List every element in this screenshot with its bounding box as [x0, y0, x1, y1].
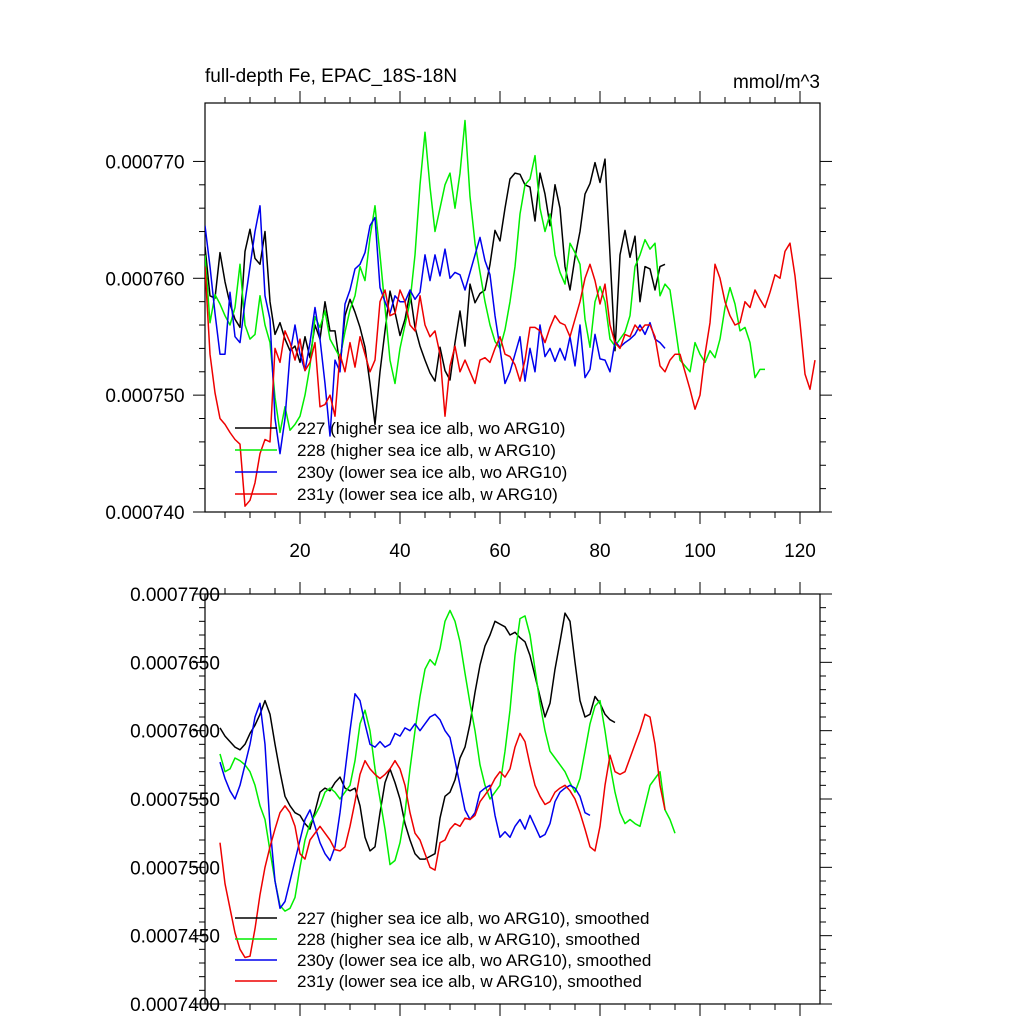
- legend: 227 (higher sea ice alb, wo ARG10), smoo…: [235, 909, 651, 991]
- x-tick-label: 20: [289, 541, 310, 562]
- series-group: [205, 119, 816, 507]
- x-tick-label: 60: [489, 541, 510, 562]
- y-tick-label: 0.000740: [105, 503, 184, 524]
- x-tick-label: 40: [389, 541, 410, 562]
- x-tick-label: 100: [684, 541, 716, 562]
- legend-label: 230y (lower sea ice alb, wo ARG10), smoo…: [297, 951, 651, 970]
- legend-label: 231y (lower sea ice alb, w ARG10), smoot…: [297, 972, 642, 991]
- series-line-228: [219, 609, 676, 912]
- chart-panel-2: 0.0007400 0.0007450 0.0007500 0.0007550 0.00…: [130, 582, 832, 1016]
- chart-panel-1: 20 40 60 80 100 120 0.000740 0.000750 0.000760 0.…: [105, 66, 832, 562]
- chart-title: full-depth Fe, EPAC_18S-18N: [205, 66, 457, 87]
- x-tick-label: 80: [589, 541, 610, 562]
- legend-label: 228 (higher sea ice alb, w ARG10), smoot…: [297, 930, 640, 949]
- series-line-230y: [205, 205, 666, 455]
- series-group: [219, 609, 676, 959]
- legend-label: 227 (higher sea ice alb, wo ARG10): [297, 419, 565, 438]
- plot-frame: [204, 102, 821, 513]
- legend-label: 228 (higher sea ice alb, w ARG10): [297, 441, 556, 460]
- series-line-228: [205, 119, 765, 434]
- legend-label: 227 (higher sea ice alb, wo ARG10), smoo…: [297, 909, 649, 928]
- legend-label: 231y (lower sea ice alb, w ARG10): [297, 485, 558, 504]
- y-tick-label: 0.000770: [105, 152, 184, 173]
- y-tick-label: 0.0007400: [130, 995, 220, 1016]
- y-tick-label: 0.0007600: [130, 722, 220, 743]
- y-tick-label: 0.0007700: [130, 585, 220, 606]
- chart-units: mmol/m^3: [733, 72, 820, 93]
- legend: 227 (higher sea ice alb, wo ARG10) 228 (h…: [235, 419, 567, 504]
- y-tick-label: 0.000760: [105, 269, 184, 290]
- y-tick-label: 0.000750: [105, 386, 184, 407]
- series-line-231y: [205, 242, 816, 507]
- y-tick-label: 0.0007550: [130, 790, 220, 811]
- legend-label: 230y (lower sea ice alb, wo ARG10): [297, 463, 567, 482]
- y-tick-label: 0.0007650: [130, 653, 220, 674]
- series-line-227: [219, 612, 616, 860]
- series-line-230y: [219, 693, 591, 910]
- x-tick-label: 120: [784, 541, 816, 562]
- series-line-231y: [219, 713, 666, 959]
- series-line-227: [205, 158, 666, 426]
- y-tick-label: 0.0007450: [130, 927, 220, 948]
- y-tick-label: 0.0007500: [130, 858, 220, 879]
